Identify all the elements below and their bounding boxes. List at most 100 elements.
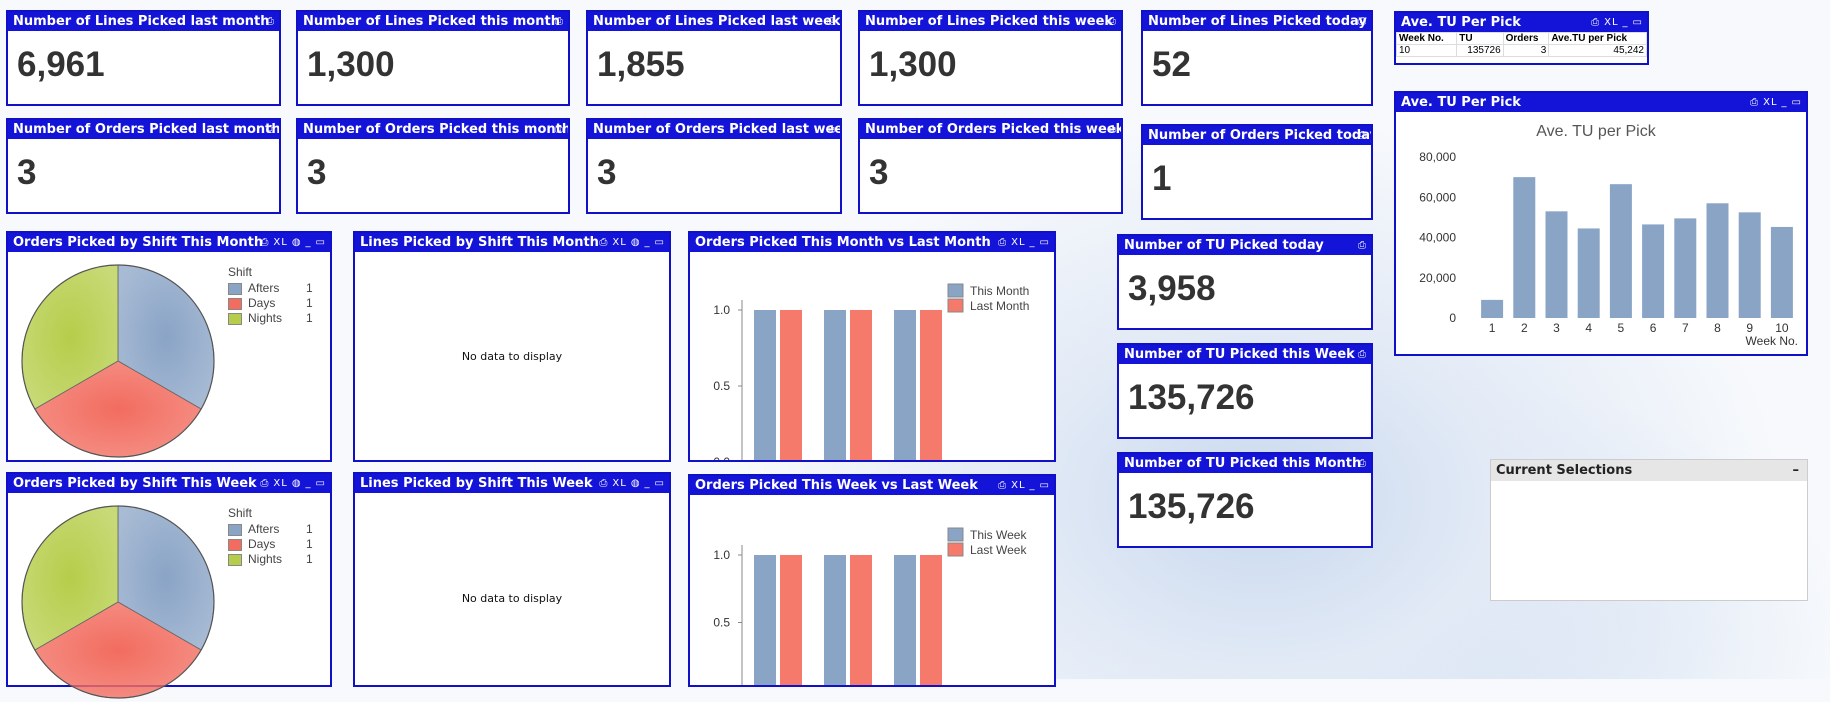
maximize-icon[interactable]: ▭ — [1632, 17, 1643, 28]
print-icon[interactable]: ⎙ — [266, 16, 275, 27]
kpi-tu-this-week[interactable]: Number of TU Picked this Week ⎙ 135,726 — [1117, 343, 1373, 439]
panel-caption[interactable]: Number of Lines Picked last month ⎙ — [8, 12, 279, 31]
panel-caption[interactable]: Ave. TU Per Pick ⎙ XL _ ▭ — [1396, 93, 1806, 112]
ave-tu-chart-panel[interactable]: Ave. TU Per Pick ⎙ XL _ ▭ Ave. TU per Pick 0… — [1394, 91, 1808, 356]
ave-tu-chart[interactable]: Ave. TU per Pick 0 20,000 40,000 60,000 80,00… — [1396, 112, 1806, 354]
maximize-icon[interactable]: ▭ — [1039, 237, 1050, 248]
print-icon[interactable]: ⎙ — [555, 124, 564, 135]
minimize-button[interactable]: _ — [1029, 237, 1036, 248]
excel-export-button[interactable]: XL — [273, 478, 288, 489]
table-cell[interactable]: 10 — [1395, 44, 1458, 57]
legend-item[interactable]: Days 1 — [228, 537, 313, 552]
panel-caption[interactable]: Number of Orders Picked this month ⎙ — [298, 120, 568, 139]
panel-caption[interactable]: Number of Lines Picked today ⎙ — [1143, 12, 1371, 31]
print-icon[interactable]: ⎙ — [1358, 240, 1367, 251]
kpi-orders-last-week[interactable]: Number of Orders Picked last week ⎙ 3 — [586, 118, 842, 214]
kpi-orders-this-week[interactable]: Number of Orders Picked this week ⎙ 3 — [858, 118, 1123, 214]
current-selections-panel[interactable]: Current Selections – — [1490, 459, 1808, 601]
print-icon[interactable]: ⎙ — [599, 237, 609, 248]
lines-shift-week-panel[interactable]: Lines Picked by Shift This Week ⎙ XL ◍ _ ▭ N… — [353, 472, 671, 687]
print-icon[interactable]: ⎙ — [260, 237, 270, 248]
panel-caption[interactable]: Orders Picked This Week vs Last Week ⎙ XL… — [690, 476, 1054, 495]
legend-item[interactable]: Afters 1 — [228, 281, 313, 296]
ave-tu-table[interactable]: Week No. TU Orders Ave.TU per Pick 10 135726… — [1395, 32, 1647, 57]
orders-month-chart[interactable]: 0.00.51.0AftersDaysNightsShiftThis Month… — [690, 252, 1054, 460]
panel-caption[interactable]: Lines Picked by Shift This Week ⎙ XL ◍ _ ▭ — [355, 474, 669, 493]
legend-item[interactable]: Afters 1 — [228, 522, 313, 537]
excel-export-button[interactable]: XL — [1011, 237, 1026, 248]
orders-week-vs-last-panel[interactable]: Orders Picked This Week vs Last Week ⎙ XL… — [688, 474, 1056, 687]
clone-icon[interactable]: ◍ — [630, 478, 641, 489]
pie-chart[interactable] — [18, 502, 218, 702]
panel-caption[interactable]: Number of Lines Picked this week ⎙ — [860, 12, 1121, 31]
legend-item[interactable]: Nights 1 — [228, 552, 313, 567]
print-icon[interactable]: ⎙ — [1108, 124, 1117, 135]
ave-tu-table-panel[interactable]: Ave. TU Per Pick ⎙ XL _ ▭ Week No. TU Orders A… — [1394, 11, 1649, 65]
table-cell[interactable]: 3 — [1502, 44, 1550, 57]
kpi-lines-today[interactable]: Number of Lines Picked today ⎙ 52 — [1141, 10, 1373, 106]
panel-caption[interactable]: Orders Picked This Month vs Last Month ⎙… — [690, 233, 1054, 252]
panel-caption[interactable]: Number of Lines Picked this month ⎙ — [298, 12, 568, 31]
minimize-button[interactable]: _ — [305, 478, 312, 489]
minimize-button[interactable]: _ — [644, 237, 651, 248]
clone-icon[interactable]: ◍ — [291, 478, 302, 489]
table-header[interactable]: Ave.TU per Pick — [1548, 32, 1647, 45]
panel-caption[interactable]: Number of Orders Picked today ⎙ — [1143, 126, 1371, 145]
kpi-lines-last-week[interactable]: Number of Lines Picked last week ⎙ 1,855 — [586, 10, 842, 106]
print-icon[interactable]: ⎙ — [555, 16, 564, 27]
maximize-icon[interactable]: ▭ — [1791, 97, 1802, 108]
kpi-lines-this-month[interactable]: Number of Lines Picked this month ⎙ 1,300 — [296, 10, 570, 106]
table-cell[interactable]: 135726 — [1456, 44, 1504, 57]
table-row[interactable]: 10 135726 3 45,242 — [1395, 44, 1647, 57]
print-icon[interactable]: ⎙ — [266, 124, 275, 135]
print-icon[interactable]: ⎙ — [260, 478, 270, 489]
table-cell[interactable]: 45,242 — [1548, 44, 1647, 57]
table-header[interactable]: Orders — [1502, 32, 1550, 45]
kpi-orders-this-month[interactable]: Number of Orders Picked this month ⎙ 3 — [296, 118, 570, 214]
maximize-icon[interactable]: ▭ — [315, 478, 326, 489]
minimize-button[interactable]: _ — [305, 237, 312, 248]
kpi-lines-this-week[interactable]: Number of Lines Picked this week ⎙ 1,300 — [858, 10, 1123, 106]
table-header[interactable]: TU — [1456, 32, 1504, 45]
print-icon[interactable]: ⎙ — [998, 237, 1008, 248]
panel-caption[interactable]: Number of Orders Picked this week ⎙ — [860, 120, 1121, 139]
panel-caption[interactable]: Orders Picked by Shift This Week ⎙ XL ◍ _ ▭ — [8, 474, 330, 493]
orders-month-vs-last-panel[interactable]: Orders Picked This Month vs Last Month ⎙… — [688, 231, 1056, 462]
panel-caption[interactable]: Number of Lines Picked last week ⎙ — [588, 12, 840, 31]
excel-export-button[interactable]: XL — [612, 478, 627, 489]
minimize-button[interactable]: _ — [1029, 480, 1036, 491]
print-icon[interactable]: ⎙ — [599, 478, 609, 489]
excel-export-button[interactable]: XL — [1604, 17, 1619, 28]
kpi-tu-this-month[interactable]: Number of TU Picked this Month ⎙ 135,726 — [1117, 452, 1373, 548]
pie-week-panel[interactable]: Orders Picked by Shift This Week ⎙ XL ◍ _ ▭ … — [6, 472, 332, 699]
kpi-orders-last-month[interactable]: Number of Orders Picked last month ⎙ 3 — [6, 118, 281, 214]
print-icon[interactable]: ⎙ — [1358, 16, 1367, 27]
minimize-button[interactable]: _ — [644, 478, 651, 489]
panel-caption[interactable]: Current Selections – — [1491, 460, 1807, 481]
panel-caption[interactable]: Orders Picked by Shift This Month ⎙ XL ◍ _ ▭ — [8, 233, 330, 252]
panel-caption[interactable]: Number of TU Picked this Week ⎙ — [1119, 345, 1371, 364]
print-icon[interactable]: ⎙ — [1358, 458, 1367, 469]
print-icon[interactable]: ⎙ — [1358, 349, 1367, 360]
minimize-button[interactable]: – — [1792, 463, 1800, 478]
print-icon[interactable]: ⎙ — [1591, 17, 1601, 28]
pie-chart[interactable] — [18, 261, 218, 461]
clone-icon[interactable]: ◍ — [291, 237, 302, 248]
excel-export-button[interactable]: XL — [1011, 480, 1026, 491]
excel-export-button[interactable]: XL — [1763, 97, 1778, 108]
maximize-icon[interactable]: ▭ — [315, 237, 326, 248]
panel-caption[interactable]: Number of Orders Picked last week ⎙ — [588, 120, 840, 139]
lines-shift-month-panel[interactable]: Lines Picked by Shift This Month ⎙ XL ◍ _ ▭ … — [353, 231, 671, 462]
print-icon[interactable]: ⎙ — [827, 16, 836, 27]
panel-caption[interactable]: Number of TU Picked today ⎙ — [1119, 236, 1371, 255]
excel-export-button[interactable]: XL — [612, 237, 627, 248]
maximize-icon[interactable]: ▭ — [1039, 480, 1050, 491]
legend-item[interactable]: Nights 1 — [228, 311, 313, 326]
maximize-icon[interactable]: ▭ — [654, 237, 665, 248]
panel-caption[interactable]: Number of TU Picked this Month ⎙ — [1119, 454, 1371, 473]
legend-item[interactable]: Days 1 — [228, 296, 313, 311]
panel-caption[interactable]: Lines Picked by Shift This Month ⎙ XL ◍ _ ▭ — [355, 233, 669, 252]
excel-export-button[interactable]: XL — [273, 237, 288, 248]
print-icon[interactable]: ⎙ — [1358, 130, 1367, 141]
